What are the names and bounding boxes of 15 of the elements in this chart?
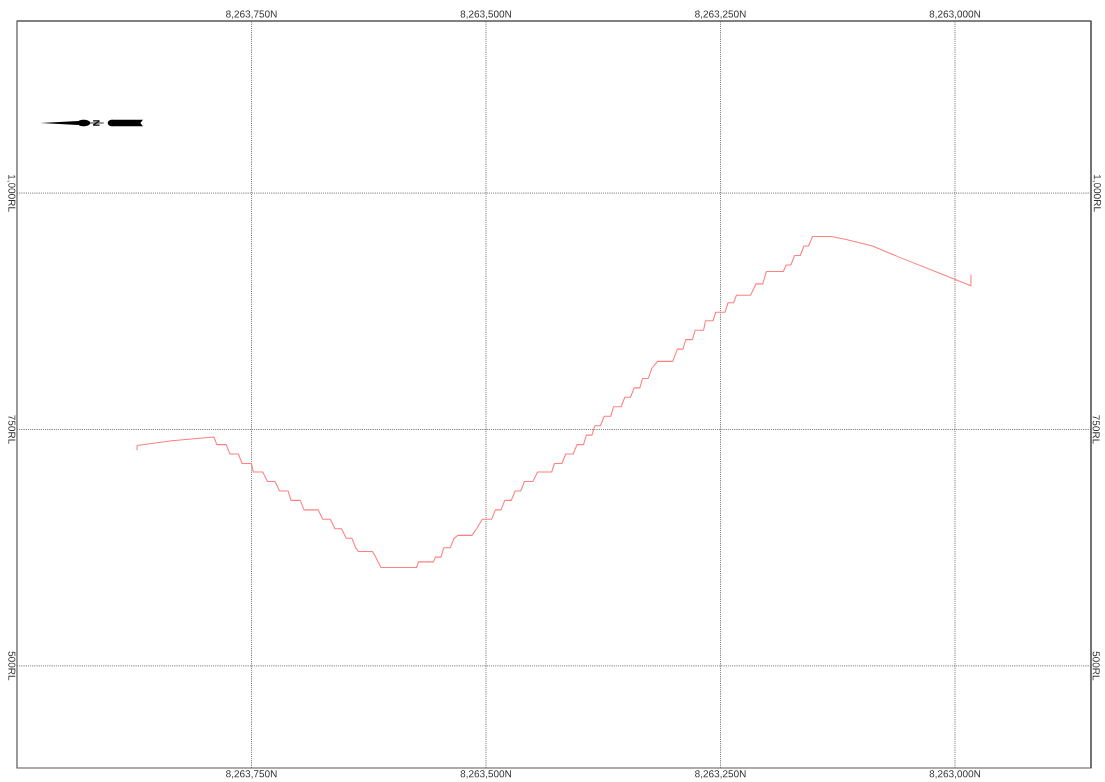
x2-tick-label: 8,263,500N	[460, 770, 512, 779]
x-tick-label: 8,263,000N	[929, 10, 981, 19]
x2-tick-label: 8,263,250N	[695, 770, 746, 779]
x2-tick-label: 8,263,750N	[226, 770, 277, 779]
y2-tick-label: 1,000RL	[1092, 174, 1101, 212]
y2-tick-label: 750RL	[1092, 415, 1100, 444]
annotation: N	[93, 120, 100, 126]
y-tick-label: 750RL	[8, 415, 16, 444]
y-tick-label: 1,000RL	[7, 174, 16, 212]
x-tick-label: 8,263,500N	[460, 10, 512, 19]
x-tick-label: 8,263,250N	[695, 10, 746, 19]
x2-tick-label: 8,263,000N	[929, 770, 981, 779]
y-tick-label: 500RL	[8, 651, 16, 681]
y2-tick-label: 500RL	[1092, 651, 1100, 681]
x-tick-label: 8,263,750N	[226, 10, 277, 19]
